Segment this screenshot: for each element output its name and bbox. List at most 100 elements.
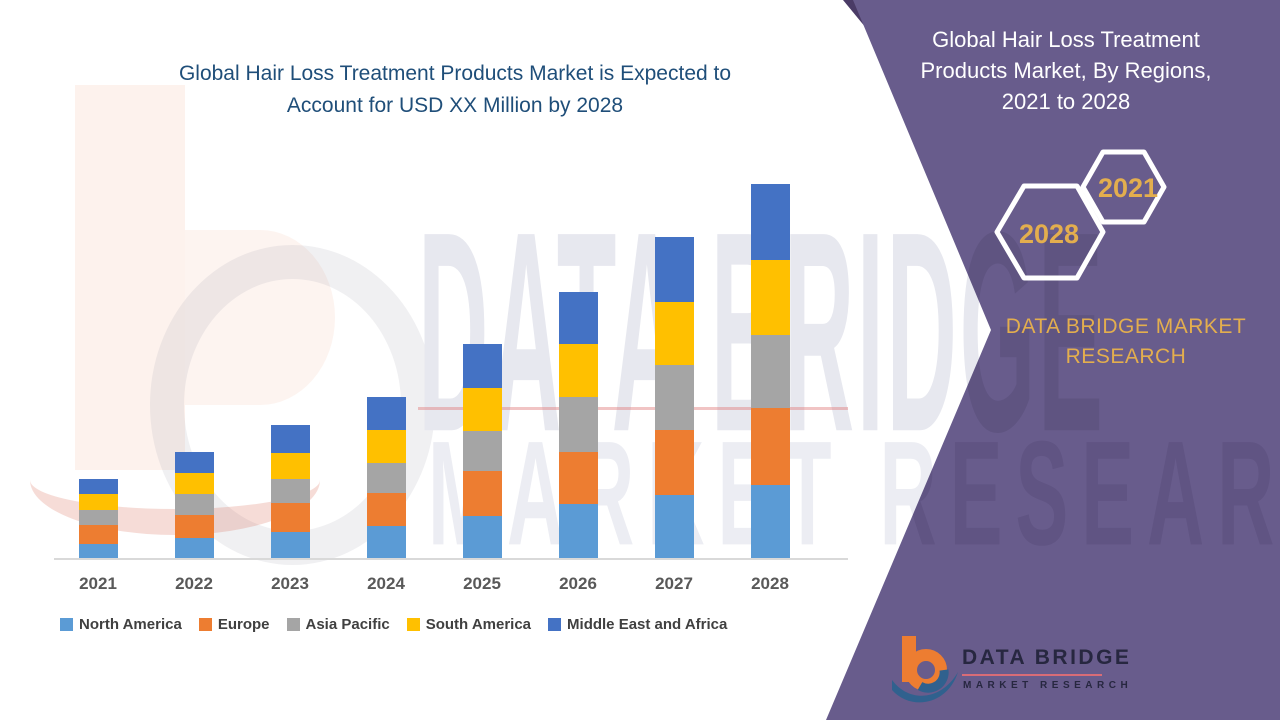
bar-segment-middle-east-and-africa — [462, 344, 502, 388]
bar-segment-south-america — [270, 453, 310, 479]
legend-label: North America — [79, 616, 182, 633]
bar-segment-south-america — [654, 302, 694, 365]
bar-2027 — [654, 237, 694, 559]
x-axis-label-2021: 2021 — [79, 574, 117, 593]
bar-segment-asia-pacific — [654, 365, 694, 430]
legend-label: Middle East and Africa — [567, 616, 728, 633]
legend-item-south-america: South America — [406, 616, 532, 633]
watermark-underline — [418, 407, 848, 410]
bar-segment-north-america — [750, 485, 790, 559]
side-panel-shape — [826, 0, 1280, 720]
bar-segment-middle-east-and-africa — [750, 184, 790, 260]
x-axis-label-2025: 2025 — [463, 574, 501, 593]
bar-segment-south-america — [558, 344, 598, 397]
bar-segment-middle-east-and-africa — [174, 452, 214, 473]
bar-segment-europe — [270, 503, 310, 532]
legend-item-middle-east-and-africa: Middle East and Africa — [548, 616, 727, 633]
bar-segment-south-america — [78, 494, 118, 510]
logo-divider-line — [962, 674, 1102, 676]
bar-segment-north-america — [462, 516, 502, 559]
bar-segment-middle-east-and-africa — [654, 237, 694, 302]
bar-segment-middle-east-and-africa — [558, 292, 598, 344]
bar-2025 — [462, 344, 502, 559]
bar-segment-europe — [462, 471, 502, 516]
bar-2026 — [558, 292, 598, 559]
x-axis-label-2024: 2024 — [367, 574, 405, 593]
bar-segment-south-america — [750, 260, 790, 335]
bar-segment-middle-east-and-africa — [366, 397, 406, 430]
bar-segment-north-america — [558, 504, 598, 559]
bar-segment-europe — [558, 452, 598, 504]
bar-segment-europe — [654, 430, 694, 495]
brand-text-line1: DATA BRIDGE MARKET — [1005, 315, 1247, 338]
legend-item-north-america: North America — [60, 616, 182, 633]
bar-segment-europe — [750, 408, 790, 485]
legend-swatch — [198, 618, 212, 631]
side-panel-title-line3: 2021 to 2028 — [1001, 89, 1131, 114]
bar-segment-middle-east-and-africa — [78, 479, 118, 494]
x-axis-label-2022: 2022 — [175, 574, 213, 593]
side-panel-title-line1: Global Hair Loss Treatment — [932, 27, 1200, 52]
legend-label: Asia Pacific — [305, 616, 390, 633]
x-axis-label-2026: 2026 — [559, 574, 597, 593]
legend-label: South America — [425, 616, 532, 633]
chart-title-line1: Global Hair Loss Treatment Products Mark… — [178, 62, 732, 85]
bar-2021 — [78, 479, 118, 559]
bar-segment-europe — [366, 493, 406, 526]
brand-text-line2: RESEARCH — [1065, 345, 1187, 368]
x-axis-label-2027: 2027 — [655, 574, 693, 593]
bar-segment-asia-pacific — [750, 335, 790, 408]
bar-2024 — [366, 397, 406, 559]
chart-title: Global Hair Loss Treatment Products Mark… — [55, 58, 855, 122]
side-panel-title: Global Hair Loss Treatment Products Mark… — [880, 24, 1252, 117]
logo-subtitle-text: MARKET RESEARCH — [963, 680, 1133, 691]
bar-segment-asia-pacific — [174, 494, 214, 515]
bar-segment-south-america — [462, 388, 502, 431]
logo-b-icon — [892, 636, 958, 703]
bar-segment-asia-pacific — [462, 431, 502, 471]
legend-swatch — [548, 618, 562, 631]
badge-year-2028: 2028 — [1019, 219, 1079, 249]
hexagon-badge-2028 — [994, 183, 1106, 281]
hexagon-badge-2021 — [1080, 149, 1167, 225]
legend-swatch — [406, 618, 420, 631]
bar-segment-north-america — [270, 532, 310, 559]
side-panel-title-line2: Products Market, By Regions, — [920, 58, 1212, 83]
legend-swatch — [286, 618, 300, 631]
bar-segment-middle-east-and-africa — [270, 425, 310, 453]
bar-2023 — [270, 425, 310, 559]
brand-text: DATA BRIDGE MARKET RESEARCH — [980, 312, 1272, 372]
bar-segment-north-america — [78, 544, 118, 559]
bar-segment-south-america — [366, 430, 406, 463]
legend-swatch — [60, 618, 73, 631]
x-axis-line — [54, 558, 848, 560]
bar-segment-south-america — [174, 473, 214, 494]
legend: North America Europe Asia Pacific South Ame… — [60, 616, 727, 633]
chart-title-line2: Account for USD XX Million by 2028 — [286, 94, 624, 117]
bar-segment-asia-pacific — [366, 463, 406, 493]
x-axis-label-2028: 2028 — [751, 574, 789, 593]
bar-segment-asia-pacific — [78, 510, 118, 525]
badge-year-2021: 2021 — [1098, 173, 1158, 203]
bar-segment-europe — [78, 525, 118, 544]
legend-item-europe: Europe — [198, 616, 270, 633]
bar-2022 — [174, 452, 214, 559]
bars-layer — [78, 184, 790, 559]
bar-segment-north-america — [654, 495, 694, 559]
bar-segment-north-america — [174, 538, 214, 559]
bar-segment-asia-pacific — [270, 479, 310, 503]
company-logo: DATA BRIDGE MARKET RESEARCH — [890, 628, 1150, 708]
x-axis-label-2023: 2023 — [271, 574, 309, 593]
logo-name-text: DATA BRIDGE — [962, 646, 1132, 669]
legend-label: Europe — [217, 616, 270, 633]
bar-segment-asia-pacific — [558, 397, 598, 452]
bar-2028 — [750, 184, 790, 559]
bar-segment-north-america — [366, 526, 406, 559]
bar-segment-europe — [174, 515, 214, 538]
legend-item-asia-pacific: Asia Pacific — [286, 616, 390, 633]
